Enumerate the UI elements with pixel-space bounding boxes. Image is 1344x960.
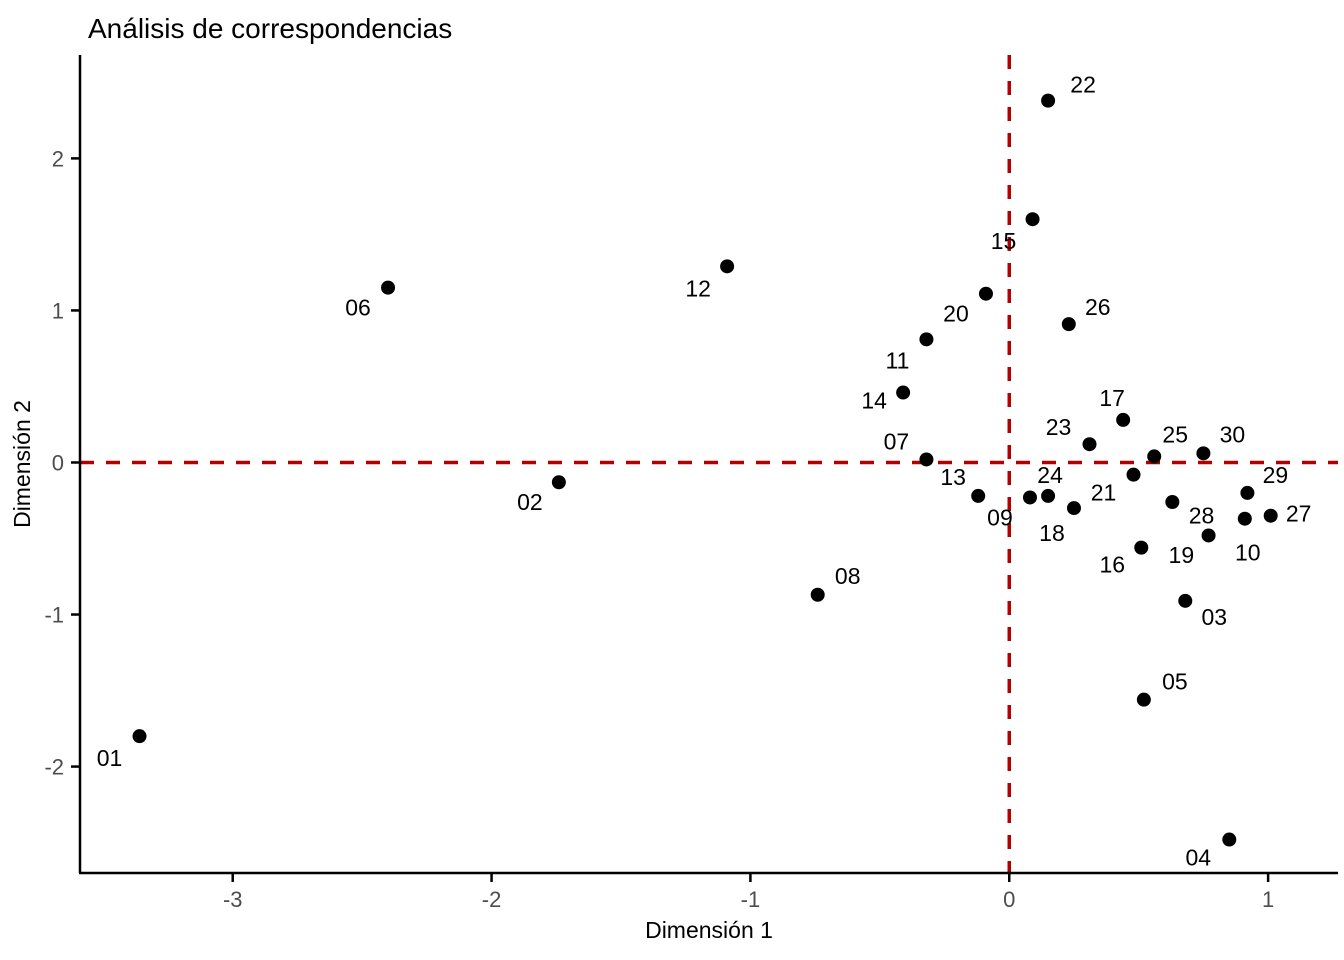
x-tick-label: 1	[1262, 887, 1274, 912]
data-point-label-14: 14	[861, 388, 887, 414]
x-axis-title: Dimensión 1	[645, 917, 773, 943]
chart-title: Análisis de correspondencias	[88, 13, 452, 44]
data-point-14	[896, 385, 911, 400]
x-tick-label: 0	[1003, 887, 1015, 912]
data-point-26	[1061, 317, 1076, 332]
point-labels-layer: 01 02 03 04 05 06 07 08 09 10 11 12 13 14 15 16 17 18 19 20…	[97, 72, 1312, 871]
data-point-label-13: 13	[940, 464, 966, 490]
data-point-28	[1201, 528, 1216, 543]
data-point-label-05: 05	[1162, 669, 1188, 695]
data-point-label-17: 17	[1099, 385, 1125, 411]
data-point-08	[810, 587, 825, 602]
data-point-11	[919, 332, 934, 347]
y-tick-label: -1	[44, 603, 64, 628]
data-point-label-30: 30	[1220, 421, 1246, 447]
data-point-label-24: 24	[1037, 462, 1063, 488]
data-point-label-26: 26	[1085, 294, 1111, 320]
data-point-04	[1222, 832, 1237, 847]
data-point-label-11: 11	[885, 347, 909, 373]
data-point-30	[1196, 446, 1211, 461]
data-point-label-01: 01	[97, 745, 123, 771]
data-point-25	[1147, 449, 1162, 464]
data-point-label-22: 22	[1070, 72, 1096, 98]
data-point-label-02: 02	[517, 489, 543, 515]
data-point-21	[1126, 467, 1141, 482]
data-point-label-27: 27	[1286, 501, 1312, 527]
data-point-label-21: 21	[1091, 480, 1117, 506]
data-point-13	[971, 488, 986, 503]
data-point-label-15: 15	[991, 228, 1017, 254]
titles-layer: Análisis de correspondencias Dimensión 1 D…	[9, 13, 773, 943]
x-tick-label: -2	[482, 887, 502, 912]
data-point-03	[1178, 593, 1193, 608]
data-point-label-25: 25	[1162, 421, 1188, 447]
y-tick-label: -2	[44, 755, 64, 780]
data-point-label-16: 16	[1099, 552, 1125, 578]
data-point-17	[1116, 412, 1131, 427]
y-axis-title: Dimensión 2	[9, 400, 35, 528]
data-point-label-18: 18	[1039, 520, 1065, 546]
y-tick-label: 2	[52, 146, 64, 171]
data-point-15	[1025, 212, 1040, 227]
data-point-07	[919, 452, 934, 467]
data-point-10	[1237, 511, 1252, 526]
data-point-06	[381, 280, 396, 295]
data-point-05	[1136, 692, 1151, 707]
data-point-20	[978, 286, 993, 301]
data-point-label-29: 29	[1263, 462, 1289, 488]
x-tick-label: -1	[741, 887, 761, 912]
data-point-label-03: 03	[1201, 604, 1227, 630]
data-point-19	[1165, 495, 1180, 510]
data-point-label-10: 10	[1235, 540, 1261, 566]
data-point-09	[1022, 490, 1037, 505]
data-point-label-04: 04	[1185, 845, 1211, 871]
data-point-02	[551, 475, 566, 490]
data-point-label-09: 09	[987, 504, 1013, 530]
y-tick-label: 1	[52, 298, 64, 323]
data-point-label-23: 23	[1046, 414, 1072, 440]
data-point-16	[1134, 540, 1149, 555]
x-tick-label: -3	[223, 887, 243, 912]
data-point-label-28: 28	[1189, 502, 1215, 528]
data-point-18	[1066, 501, 1081, 516]
data-point-label-20: 20	[943, 301, 969, 327]
data-point-24	[1041, 488, 1056, 503]
data-point-label-07: 07	[884, 428, 910, 454]
data-point-12	[720, 259, 735, 274]
data-point-27	[1263, 508, 1278, 523]
data-point-label-19: 19	[1169, 542, 1195, 568]
y-tick-label: 0	[52, 450, 64, 475]
data-point-22	[1041, 93, 1056, 108]
reference-lines-layer	[80, 55, 1338, 873]
data-point-label-08: 08	[835, 563, 861, 589]
data-point-label-06: 06	[345, 295, 371, 321]
data-point-23	[1082, 437, 1097, 452]
data-point-29	[1240, 485, 1255, 500]
points-layer	[132, 93, 1278, 847]
data-point-label-12: 12	[685, 275, 711, 301]
data-point-01	[132, 729, 147, 744]
